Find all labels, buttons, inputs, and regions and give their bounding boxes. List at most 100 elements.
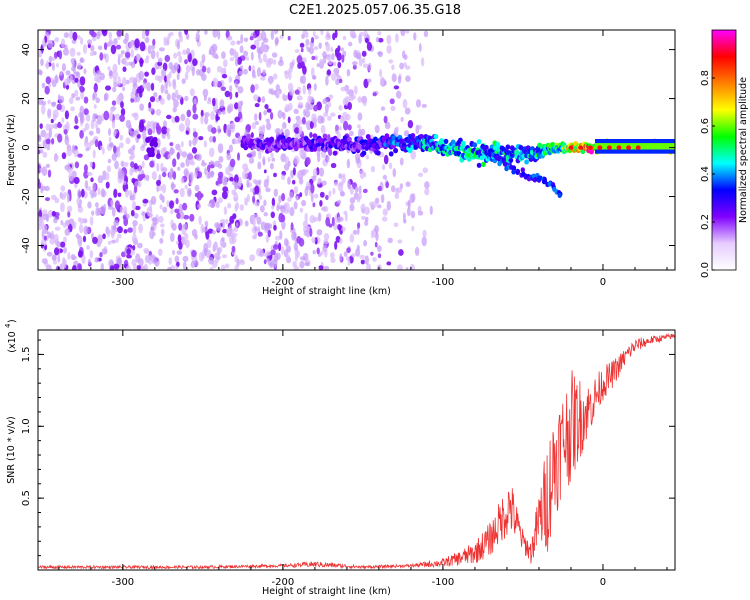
noise-speckle	[89, 189, 94, 195]
noise-speckle	[111, 100, 117, 106]
noise-speckle	[239, 45, 244, 54]
noise-speckle	[82, 44, 88, 54]
noise-speckle	[311, 67, 315, 77]
noise-speckle	[40, 129, 47, 138]
noise-speckle	[120, 108, 126, 116]
noise-speckle	[237, 135, 242, 144]
noise-speckle	[139, 91, 143, 98]
noise-speckle	[138, 223, 143, 234]
noise-speckle	[242, 68, 248, 75]
noise-speckle	[132, 245, 136, 251]
colorbar-tick-label: 0.0	[700, 262, 711, 278]
noise-speckle	[119, 134, 124, 141]
noise-speckle	[132, 144, 136, 151]
noise-speckle	[383, 80, 387, 86]
noise-speckle	[154, 75, 161, 81]
descending-branch-mark	[487, 151, 492, 157]
noise-speckle	[328, 60, 333, 65]
noise-speckle	[281, 193, 286, 202]
noise-speckle	[257, 231, 263, 237]
noise-speckle	[44, 229, 49, 235]
noise-speckle	[310, 183, 315, 194]
noise-speckle	[282, 122, 287, 129]
noise-speckle	[335, 78, 340, 86]
noise-speckle	[171, 222, 177, 231]
noise-speckle	[229, 57, 235, 62]
noise-speckle	[328, 94, 334, 99]
noise-speckle	[48, 83, 51, 88]
noise-speckle	[320, 250, 324, 256]
noise-speckle	[119, 206, 124, 214]
noise-speckle	[207, 238, 212, 249]
noise-speckle	[38, 216, 43, 222]
signal-band-mark	[481, 161, 486, 167]
noise-speckle	[67, 205, 73, 213]
noise-speckle	[136, 242, 143, 249]
noise-speckle	[217, 171, 224, 178]
noise-speckle	[71, 221, 77, 227]
noise-speckle	[332, 61, 337, 67]
noise-speckle	[58, 50, 63, 60]
noise-speckle	[105, 181, 110, 189]
noise-speckle	[372, 257, 377, 262]
noise-speckle	[85, 147, 90, 152]
noise-speckle	[139, 41, 146, 52]
noise-speckle	[57, 255, 61, 263]
noise-speckle	[330, 112, 336, 117]
noise-speckle	[227, 203, 232, 209]
noise-speckle	[38, 136, 42, 143]
noise-speckle	[375, 231, 379, 242]
noise-speckle	[240, 33, 244, 44]
noise-speckle	[375, 36, 380, 43]
noise-speckle	[273, 172, 277, 178]
noise-speckle	[84, 180, 89, 189]
noise-speckle	[227, 35, 233, 41]
noise-speckle	[381, 164, 386, 171]
noise-speckle	[176, 94, 183, 100]
noise-speckle	[421, 103, 427, 108]
noise-speckle	[377, 245, 382, 253]
noise-speckle	[354, 186, 359, 193]
snr-frame	[37, 329, 676, 571]
noise-speckle	[217, 246, 223, 253]
noise-speckle	[406, 207, 411, 217]
noise-speckle	[176, 51, 182, 57]
noise-speckle	[367, 78, 372, 83]
signal-band-mark	[476, 139, 482, 145]
noise-speckle	[234, 102, 239, 110]
noise-speckle	[283, 70, 290, 75]
noise-speckle	[41, 258, 48, 264]
signal-band-mark	[393, 147, 398, 154]
signal-band-mark	[443, 138, 449, 144]
noise-speckle	[188, 189, 192, 196]
noise-speckle	[113, 224, 117, 231]
noise-speckle	[121, 77, 127, 87]
noise-speckle	[157, 61, 163, 67]
noise-speckle	[50, 118, 54, 124]
noise-speckle	[79, 129, 84, 139]
noise-speckle	[377, 253, 382, 258]
noise-speckle	[156, 51, 160, 59]
noise-speckle	[85, 113, 91, 122]
noise-speckle	[110, 199, 114, 207]
noise-speckle	[358, 128, 363, 138]
descending-branch-mark	[557, 192, 562, 198]
noise-speckle	[229, 234, 235, 245]
noise-speckle	[51, 254, 57, 261]
noise-speckle	[117, 192, 122, 197]
noise-speckle	[107, 66, 111, 71]
noise-speckle	[295, 115, 301, 121]
y-multiplier: (x10 4)	[4, 319, 18, 352]
noise-speckle	[75, 96, 81, 101]
noise-speckle	[231, 245, 236, 253]
noise-speckle	[179, 187, 185, 198]
noise-speckle	[299, 207, 304, 213]
noise-speckle	[368, 62, 372, 72]
noise-speckle	[302, 84, 307, 95]
noise-speckle	[230, 40, 236, 46]
noise-speckle	[240, 65, 244, 71]
noise-speckle	[105, 85, 111, 91]
noise-speckle	[191, 147, 198, 154]
noise-speckle	[38, 209, 42, 219]
noise-speckle	[45, 138, 51, 144]
